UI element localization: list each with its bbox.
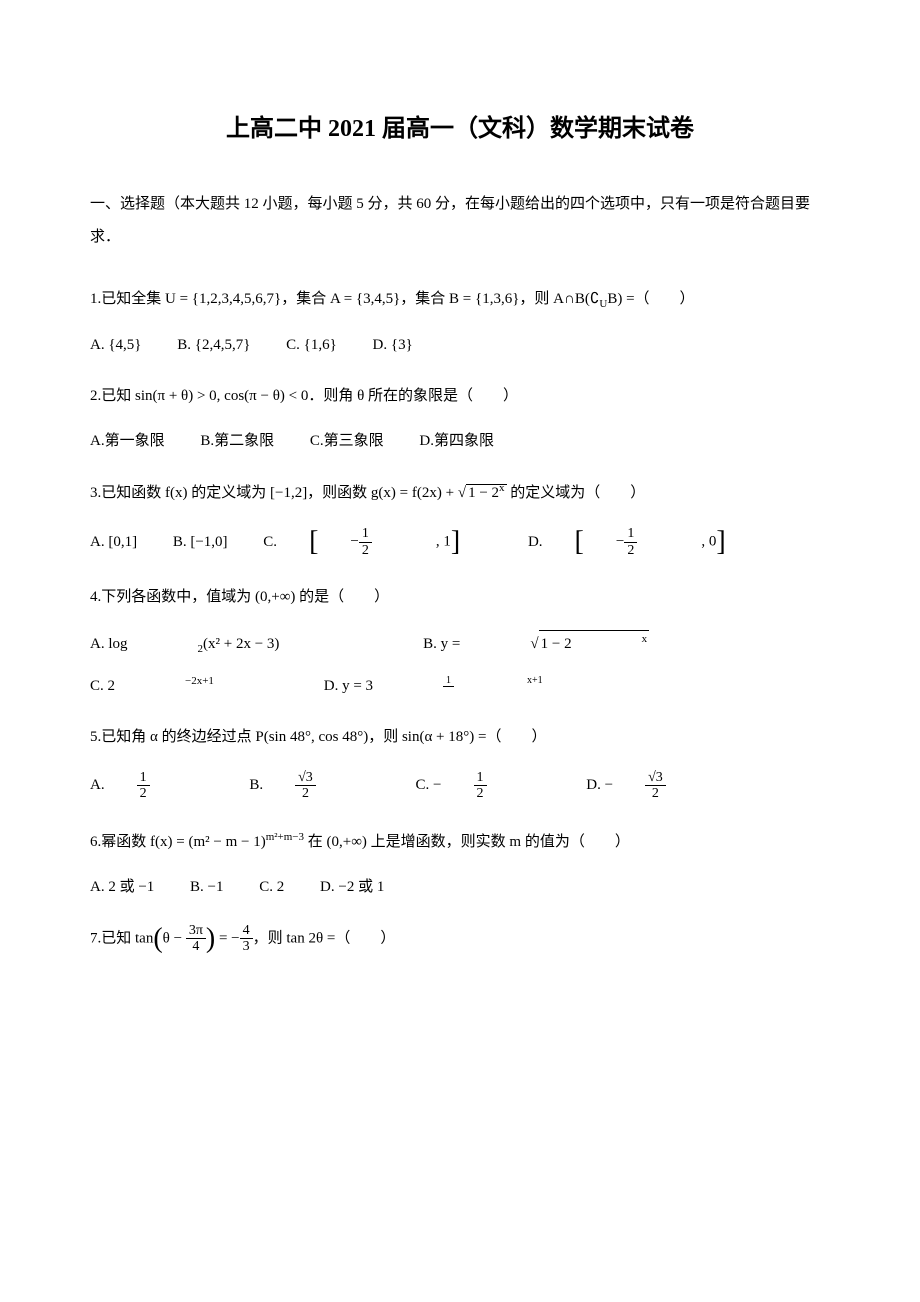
q7-text-pre: 7.已知 tan [90,930,153,946]
question-6-text: 6.幂函数 f(x) = (m² − m − 1)m²+m−3 在 (0,+∞)… [90,826,830,857]
question-2: 2.已知 sin(π + θ) > 0, cos(π − θ) < 0．则角 θ… [90,381,830,453]
q5-option-d: D. −√32 [586,770,729,802]
question-4-options: A. log2 (x² + 2x − 3) B. y = √1 − 2x C. … [90,630,830,698]
q3-sqrt: 1 − 2x [466,484,506,501]
question-4-text: 4.下列各函数中，值域为 (0,+∞) 的是（ ） [90,582,830,612]
question-6-options: A. 2 或 −1 B. −1 C. 2 D. −2 或 1 [90,875,830,899]
q3-text-post: 的定义域为（ ） [507,485,646,501]
q7-text-post: ，则 tan 2θ =（ ） [253,930,396,946]
q4-option-c: C. 2−2x+1 [90,673,250,698]
q6-option-a: A. 2 或 −1 [90,875,154,899]
question-4: 4.下列各函数中，值域为 (0,+∞) 的是（ ） A. log2 (x² + … [90,582,830,698]
q5-option-c: C. −12 [416,770,551,802]
question-3-options: A. [0,1] B. [−1,0] C. [−12, 1] D. [−12, … [90,526,830,558]
question-1: 1.已知全集 U = {1,2,3,4,5,6,7}，集合 A = {3,4,5… [90,284,830,357]
q1-option-a: A. {4,5} [90,333,141,357]
q4-option-b: B. y = √1 − 2x [423,630,719,656]
question-7-text: 7.已知 tan(θ − 3π4) = −43，则 tan 2θ =（ ） [90,923,830,955]
question-5-options: A. 12 B. √32 C. −12 D. −√32 [90,770,830,802]
section-instructions: 一、选择题（本大题共 12 小题，每小题 5 分，共 60 分，在每小题给出的四… [90,188,830,254]
q6-text-pre: 6.幂函数 f(x) = (m² − m − 1) [90,834,266,850]
q1-text-pre: 1.已知全集 U = {1,2,3,4,5,6,7}，集合 A = {3,4,5… [90,291,599,307]
q2-option-a: A.第一象限 [90,429,165,453]
q3-text-pre: 3.已知函数 f(x) 的定义域为 [−1,2]，则函数 g(x) = f(2x… [90,485,458,501]
q4-option-a: A. log2 (x² + 2x − 3) [90,632,349,659]
question-6: 6.幂函数 f(x) = (m² − m − 1)m²+m−3 在 (0,+∞)… [90,826,830,899]
question-7: 7.已知 tan(θ − 3π4) = −43，则 tan 2θ =（ ） [90,923,830,955]
q6-option-d: D. −2 或 1 [320,875,384,899]
q3-option-d: D. [−12, 0] [528,526,758,558]
q1-option-b: B. {2,4,5,7} [177,333,250,357]
q3-option-c: C. [−12, 1] [263,526,492,558]
q5-option-a: A. 12 [90,770,214,802]
exam-title: 上高二中 2021 届高一（文科）数学期末试卷 [90,110,830,148]
q6-option-c: C. 2 [259,875,284,899]
q5-option-b: B. √32 [249,770,379,802]
q1-option-c: C. {1,6} [286,333,337,357]
q6-text-post: 在 (0,+∞) 上是增函数，则实数 m 的值为（ ） [304,834,630,850]
q6-sup: m²+m−3 [266,831,304,843]
question-3: 3.已知函数 f(x) 的定义域为 [−1,2]，则函数 g(x) = f(2x… [90,477,830,558]
q2-option-c: C.第三象限 [310,429,384,453]
question-2-options: A.第一象限 B.第二象限 C.第三象限 D.第四象限 [90,429,830,453]
q4-option-d: D. y = 31x+1 [324,673,686,698]
question-2-text: 2.已知 sin(π + θ) > 0, cos(π − θ) < 0．则角 θ… [90,381,830,411]
question-1-options: A. {4,5} B. {2,4,5,7} C. {1,6} D. {3} [90,333,830,357]
q2-option-d: D.第四象限 [419,429,494,453]
question-3-text: 3.已知函数 f(x) 的定义域为 [−1,2]，则函数 g(x) = f(2x… [90,477,830,508]
q1-option-d: D. {3} [373,333,413,357]
question-5-text: 5.已知角 α 的终边经过点 P(sin 48°, cos 48°)，则 sin… [90,722,830,752]
q3-option-b: B. [−1,0] [173,530,228,554]
q6-option-b: B. −1 [190,875,223,899]
q3-option-a: A. [0,1] [90,530,137,554]
question-5: 5.已知角 α 的终边经过点 P(sin 48°, cos 48°)，则 sin… [90,722,830,802]
q1-text-post: B) =（ ） [607,291,694,307]
question-1-text: 1.已知全集 U = {1,2,3,4,5,6,7}，集合 A = {3,4,5… [90,284,830,315]
q2-option-b: B.第二象限 [200,429,274,453]
